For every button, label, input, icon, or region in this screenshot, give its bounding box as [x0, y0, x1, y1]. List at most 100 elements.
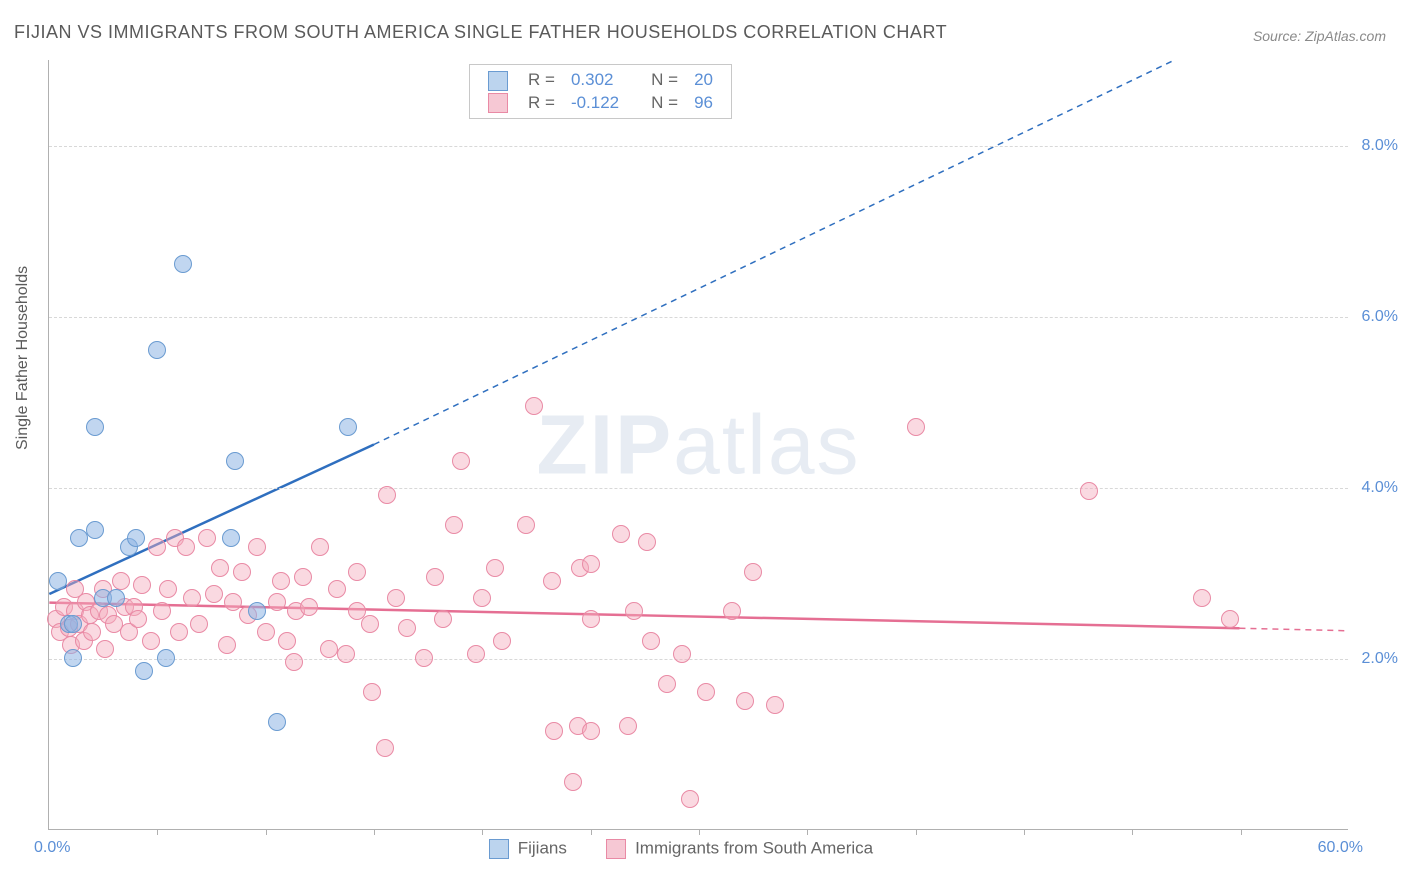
data-point	[190, 615, 208, 633]
x-axis-start-label: 0.0%	[34, 839, 70, 857]
data-point	[766, 696, 784, 714]
data-point	[543, 572, 561, 590]
data-point	[148, 341, 166, 359]
data-point	[658, 675, 676, 693]
data-point	[177, 538, 195, 556]
data-point	[170, 623, 188, 641]
data-point	[142, 632, 160, 650]
data-point	[378, 486, 396, 504]
legend-label-series2: Immigrants from South America	[635, 839, 873, 858]
stat-row-series2: R = -0.122 N = 96	[480, 92, 721, 115]
data-point	[337, 645, 355, 663]
data-point	[248, 602, 266, 620]
gridline	[49, 317, 1348, 318]
y-tick-label: 6.0%	[1362, 308, 1398, 326]
watermark-rest: atlas	[673, 397, 860, 491]
data-point	[1193, 589, 1211, 607]
data-point	[64, 649, 82, 667]
x-tick	[807, 829, 808, 835]
swatch-series1	[488, 71, 508, 91]
x-tick	[1024, 829, 1025, 835]
source-attribution: Source: ZipAtlas.com	[1253, 28, 1386, 44]
data-point	[493, 632, 511, 650]
x-tick	[266, 829, 267, 835]
watermark: ZIPatlas	[536, 396, 860, 493]
data-point	[545, 722, 563, 740]
data-point	[257, 623, 275, 641]
x-tick	[157, 829, 158, 835]
data-point	[86, 418, 104, 436]
data-point	[619, 717, 637, 735]
data-point	[268, 593, 286, 611]
legend-swatch-series1	[489, 839, 509, 859]
data-point	[64, 615, 82, 633]
data-point	[278, 632, 296, 650]
data-point	[328, 580, 346, 598]
n-label: N =	[643, 92, 686, 115]
data-point	[248, 538, 266, 556]
data-point	[224, 593, 242, 611]
data-point	[525, 397, 543, 415]
scatter-plot-area: ZIPatlas R = 0.302 N = 20 R = -0.122 N =…	[48, 60, 1348, 830]
data-point	[135, 662, 153, 680]
n-value-series2: 96	[686, 92, 721, 115]
y-axis-label: Single Father Households	[14, 266, 32, 450]
data-point	[582, 610, 600, 628]
data-point	[697, 683, 715, 701]
data-point	[107, 589, 125, 607]
data-point	[294, 568, 312, 586]
data-point	[907, 418, 925, 436]
data-point	[233, 563, 251, 581]
data-point	[642, 632, 660, 650]
r-value-series2: -0.122	[563, 92, 627, 115]
data-point	[174, 255, 192, 273]
data-point	[1080, 482, 1098, 500]
data-point	[612, 525, 630, 543]
data-point	[387, 589, 405, 607]
y-tick-label: 2.0%	[1362, 650, 1398, 668]
data-point	[582, 555, 600, 573]
gridline	[49, 659, 1348, 660]
data-point	[268, 713, 286, 731]
x-axis-end-label: 60.0%	[1318, 839, 1363, 857]
data-point	[127, 529, 145, 547]
data-point	[153, 602, 171, 620]
data-point	[434, 610, 452, 628]
legend-label-series1: Fijians	[518, 839, 567, 858]
data-point	[467, 645, 485, 663]
bottom-legend: Fijians Immigrants from South America	[489, 838, 873, 859]
data-point	[339, 418, 357, 436]
data-point	[744, 563, 762, 581]
x-tick	[482, 829, 483, 835]
data-point	[300, 598, 318, 616]
data-point	[445, 516, 463, 534]
y-tick-label: 4.0%	[1362, 479, 1398, 497]
r-label: R =	[520, 69, 563, 92]
data-point	[426, 568, 444, 586]
data-point	[198, 529, 216, 547]
n-value-series1: 20	[686, 69, 721, 92]
data-point	[320, 640, 338, 658]
r-label: R =	[520, 92, 563, 115]
data-point	[486, 559, 504, 577]
x-tick	[374, 829, 375, 835]
n-label: N =	[643, 69, 686, 92]
data-point	[285, 653, 303, 671]
data-point	[112, 572, 130, 590]
data-point	[311, 538, 329, 556]
x-tick	[1241, 829, 1242, 835]
data-point	[129, 610, 147, 628]
data-point	[363, 683, 381, 701]
swatch-series2	[488, 93, 508, 113]
data-point	[517, 516, 535, 534]
trend-lines	[49, 60, 1348, 829]
gridline	[49, 146, 1348, 147]
data-point	[473, 589, 491, 607]
data-point	[49, 572, 67, 590]
data-point	[183, 589, 201, 607]
data-point	[205, 585, 223, 603]
y-tick-label: 8.0%	[1362, 137, 1398, 155]
data-point	[272, 572, 290, 590]
data-point	[452, 452, 470, 470]
data-point	[398, 619, 416, 637]
